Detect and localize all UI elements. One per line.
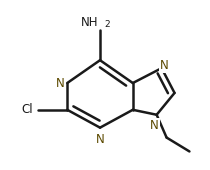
Text: N: N <box>160 59 169 72</box>
Text: Cl: Cl <box>22 103 33 116</box>
Text: N: N <box>96 133 104 146</box>
Text: NH: NH <box>81 16 98 29</box>
Text: N: N <box>56 76 65 90</box>
Text: 2: 2 <box>104 20 110 29</box>
Text: N: N <box>150 119 159 132</box>
